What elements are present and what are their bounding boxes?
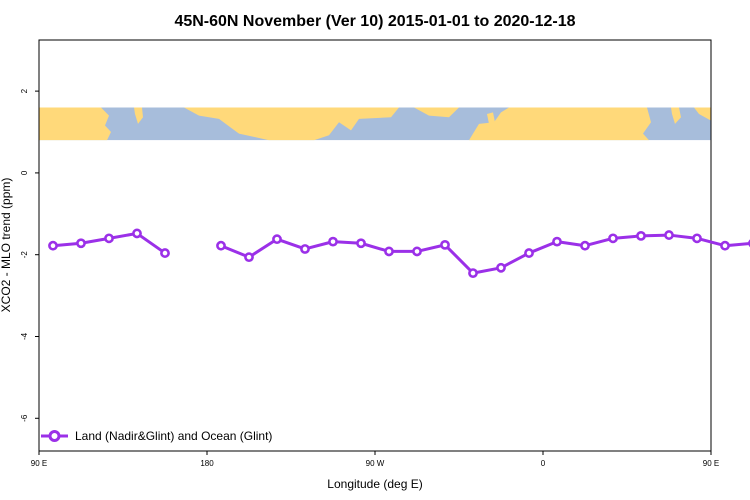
data-point <box>440 239 450 250</box>
map-land-2 <box>184 107 399 141</box>
y-tick-label: -2 <box>20 251 29 259</box>
y-tick-label: 0 <box>20 170 29 175</box>
data-point <box>608 233 618 244</box>
data-point <box>496 262 506 273</box>
data-point <box>412 246 422 257</box>
y-tick-label: -6 <box>20 414 29 422</box>
x-tick-label: 0 <box>541 459 546 468</box>
data-point <box>160 248 170 258</box>
map-land-7 <box>694 107 711 121</box>
data-point <box>524 248 534 258</box>
legend-label: Land (Nadir&Glint) and Ocean (Glint) <box>75 429 272 443</box>
series-points <box>48 228 750 279</box>
map-land-3 <box>414 107 459 118</box>
map-land-1 <box>134 107 143 124</box>
x-tick-label: 180 <box>200 459 214 468</box>
data-point <box>720 240 730 251</box>
data-point <box>328 236 338 247</box>
x-axis: 90 E 180 90 W 0 90 E <box>31 451 719 468</box>
series-lines <box>52 231 750 275</box>
data-point <box>244 252 254 263</box>
map-land-4 <box>469 107 651 141</box>
map-land-5 <box>487 112 495 124</box>
y-axis: -6 -4 -2 0 2 <box>20 88 39 422</box>
data-point <box>664 230 674 240</box>
x-tick-label: 90 W <box>366 459 385 468</box>
data-point <box>692 233 702 244</box>
x-axis-label: Longitude (deg E) <box>327 477 422 491</box>
data-point <box>552 236 562 247</box>
data-point <box>636 230 646 241</box>
data-point <box>300 244 310 254</box>
map-land-6 <box>671 107 681 124</box>
data-point <box>48 240 58 251</box>
legend: Land (Nadir&Glint) and Ocean (Glint) <box>41 429 272 443</box>
data-point <box>384 246 394 257</box>
data-point <box>216 240 226 251</box>
y-axis-label: XCO2 - MLO trend (ppm) <box>0 178 13 313</box>
data-point <box>580 240 590 251</box>
map-band <box>39 107 711 141</box>
x-tick-label: 90 E <box>703 459 719 468</box>
y-tick-label: -4 <box>20 332 29 340</box>
chart-title: 45N-60N November (Ver 10) 2015-01-01 to … <box>174 13 575 30</box>
data-point <box>76 238 86 249</box>
data-point <box>132 228 142 239</box>
x-tick-label: 90 E <box>31 459 47 468</box>
plot-frame <box>38 39 712 452</box>
data-point <box>104 233 114 244</box>
y-tick-label: 2 <box>20 88 29 93</box>
data-point <box>272 234 282 245</box>
data-point <box>356 238 366 249</box>
legend-marker <box>48 430 61 442</box>
map-land-0 <box>39 107 111 141</box>
data-point <box>468 268 478 279</box>
